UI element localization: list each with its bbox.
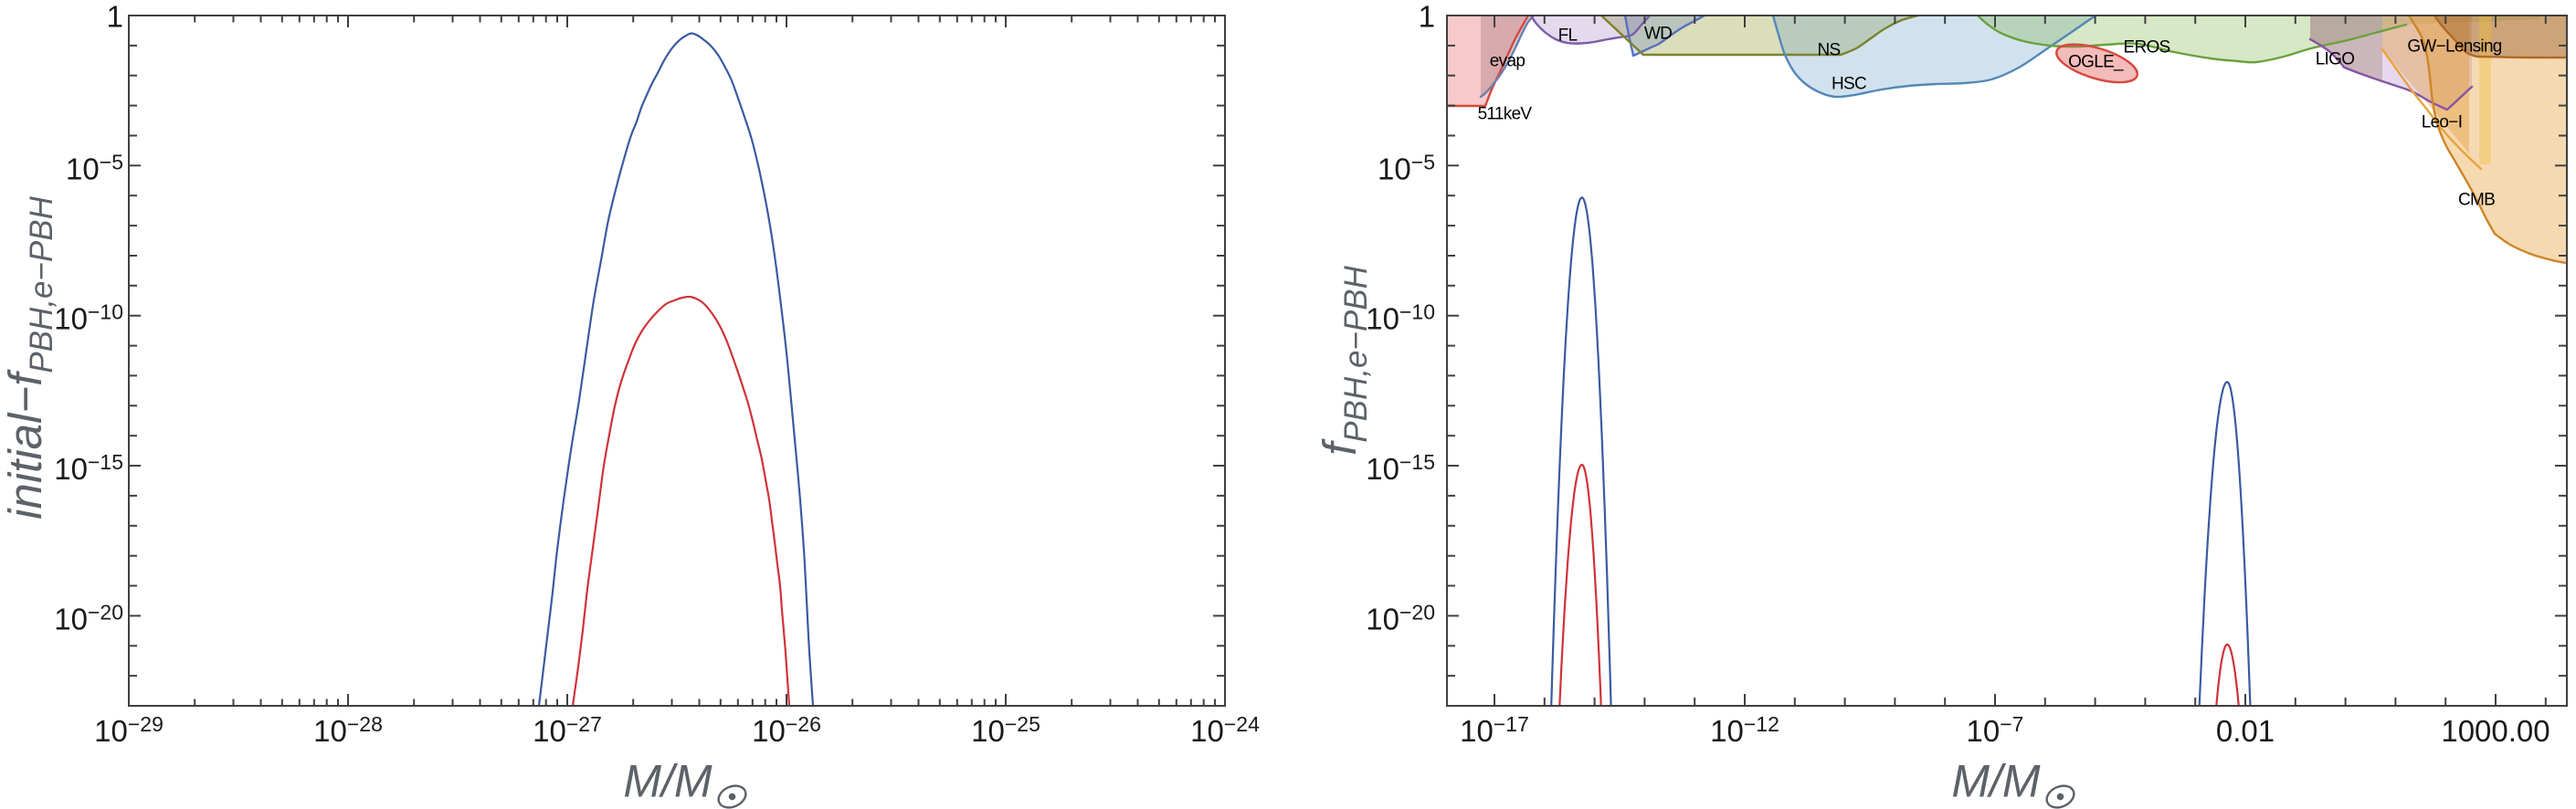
svg-text:511keV: 511keV (1478, 105, 1533, 124)
svg-text:10−12: 10−12 (1710, 712, 1779, 748)
svg-text:0.01: 0.01 (2216, 714, 2275, 748)
svg-text:HSC: HSC (1832, 75, 1866, 94)
svg-text:EROS: EROS (2123, 38, 2170, 58)
svg-text:M/M: M/M (623, 756, 713, 807)
svg-text:GW−Lensing: GW−Lensing (2407, 37, 2501, 57)
svg-text:1: 1 (1419, 0, 1435, 34)
svg-text:CMB: CMB (2458, 191, 2495, 210)
svg-text:1000.00: 1000.00 (2441, 714, 2550, 748)
svg-text:WD: WD (1644, 25, 1672, 44)
svg-text:10−7: 10−7 (1967, 712, 2024, 748)
svg-text:FL: FL (1558, 26, 1578, 46)
svg-text:1: 1 (107, 0, 123, 34)
svg-text:LIGO: LIGO (2316, 50, 2355, 69)
svg-text:M/M: M/M (1951, 756, 2041, 807)
svg-text:OGLE_: OGLE_ (2068, 53, 2124, 72)
svg-text:evap: evap (1490, 52, 1526, 71)
svg-text:NS: NS (1818, 41, 1841, 60)
svg-text:Leo−I: Leo−I (2422, 113, 2463, 132)
